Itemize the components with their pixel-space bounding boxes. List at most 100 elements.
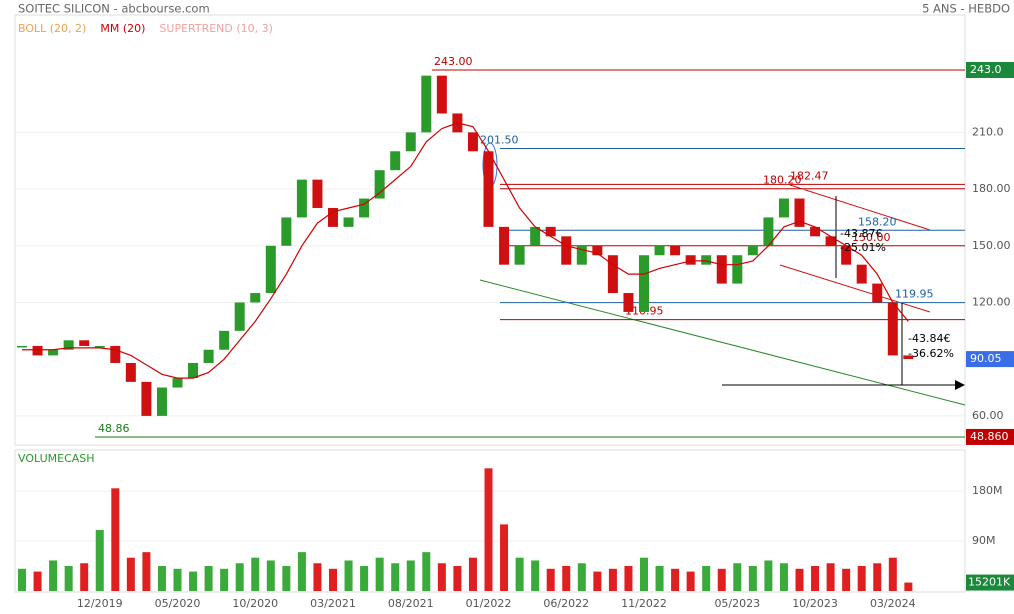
- volume-bar: [826, 563, 835, 591]
- candle: [887, 302, 898, 356]
- candle: [359, 198, 370, 218]
- volume-tag: [966, 574, 1014, 591]
- x-tick-label: 03/2021: [310, 597, 356, 610]
- volume-bar: [235, 563, 244, 591]
- x-tick-label: 08/2021: [388, 597, 434, 610]
- y-tick-label: 180.00: [972, 182, 1011, 195]
- arrow-head: [955, 380, 965, 390]
- candle: [312, 179, 323, 208]
- candle: [405, 132, 416, 152]
- annotation: -36.62%: [908, 347, 954, 360]
- level-label: 182.47: [790, 169, 829, 182]
- volume-bar: [33, 571, 42, 591]
- y-tick-label: 60.00: [972, 409, 1004, 422]
- ma-line: [22, 122, 909, 379]
- candle: [343, 217, 354, 227]
- volume-bar: [282, 566, 291, 591]
- x-tick-label: 12/2019: [77, 597, 123, 610]
- candle: [390, 151, 401, 171]
- candle: [499, 226, 510, 265]
- level-label: 150.00: [852, 231, 891, 244]
- x-tick-label: 01/2022: [466, 597, 512, 610]
- volume-bar: [577, 563, 586, 591]
- volume-bar: [811, 566, 820, 591]
- candle: [436, 75, 447, 114]
- level-label: 119.95: [895, 288, 934, 301]
- volume-bar: [157, 566, 166, 591]
- volume-bar: [873, 563, 882, 591]
- volume-bar: [748, 566, 757, 591]
- candle: [576, 245, 587, 265]
- volume-bar: [422, 552, 431, 591]
- volume-bar: [546, 568, 555, 591]
- candle: [639, 255, 649, 312]
- volume-bar: [686, 571, 695, 591]
- candle: [623, 293, 634, 312]
- level-label: 48.86: [98, 422, 130, 435]
- candle: [654, 245, 665, 256]
- candle: [561, 236, 572, 265]
- volume-bar: [329, 568, 337, 591]
- legend-entry: MM (20): [100, 22, 145, 35]
- legend-entry: BOLL (20, 2): [18, 22, 86, 35]
- candle: [32, 345, 43, 356]
- y-tick-label: 120.00: [972, 295, 1011, 308]
- volume-bar: [406, 560, 415, 591]
- volume-bar: [49, 560, 58, 591]
- volume-bar: [173, 568, 182, 591]
- candle: [250, 293, 261, 303]
- candle: [203, 349, 214, 363]
- volume-bar: [717, 568, 726, 591]
- candle: [172, 378, 183, 388]
- volume-bar: [779, 563, 788, 591]
- candle: [17, 345, 27, 348]
- volume-bar: [80, 563, 89, 591]
- legend-entry: SUPERTREND (10, 3): [159, 22, 273, 35]
- price-tag-label: 90.05: [970, 352, 1002, 365]
- volume-bar: [313, 563, 322, 591]
- candle: [281, 217, 292, 246]
- volume-bar: [360, 566, 369, 591]
- volume-bar: [111, 488, 120, 591]
- price-tag-label: 243.0: [970, 63, 1002, 76]
- volume-bar: [671, 568, 680, 591]
- chart-subtitle: 5 ANS - HEBDO: [922, 2, 1010, 16]
- chart-title: SOITEC SILICON - abcbourse.com: [18, 2, 210, 16]
- candle: [794, 198, 805, 227]
- candle: [856, 264, 867, 284]
- volume-bar: [204, 566, 213, 591]
- candle: [125, 362, 136, 382]
- annotation: -43.87€: [840, 227, 882, 240]
- candle: [110, 345, 121, 363]
- level-label: 180.20: [763, 174, 802, 187]
- price-tag: [966, 62, 1014, 79]
- price-tag: [966, 428, 1014, 445]
- volume-bar: [500, 524, 509, 591]
- level-label: 243.00: [434, 55, 473, 68]
- volume-bar: [344, 560, 353, 591]
- y-tick-label: 180M: [972, 484, 1003, 497]
- volume-bar: [266, 560, 275, 591]
- candle: [903, 355, 914, 360]
- x-tick-label: 03/2024: [870, 597, 916, 610]
- candle: [685, 255, 696, 265]
- volume-bar: [702, 566, 711, 591]
- annotation: -43.84€: [908, 332, 950, 345]
- x-tick-label: 06/2022: [543, 597, 589, 610]
- x-tick-label: 10/2023: [792, 597, 838, 610]
- volume-bar: [484, 468, 493, 591]
- candle: [48, 349, 59, 356]
- candle: [265, 245, 276, 294]
- price-tag: [966, 351, 1014, 368]
- candle: [530, 226, 541, 246]
- candle: [421, 75, 432, 133]
- candle: [483, 151, 494, 227]
- candle: [732, 255, 743, 284]
- candle: [825, 236, 836, 246]
- candle: [810, 226, 821, 237]
- volume-bar: [608, 568, 617, 591]
- y-tick-label: 210.0: [972, 125, 1004, 138]
- volume-bar: [453, 566, 462, 591]
- volume-bar: [764, 560, 773, 591]
